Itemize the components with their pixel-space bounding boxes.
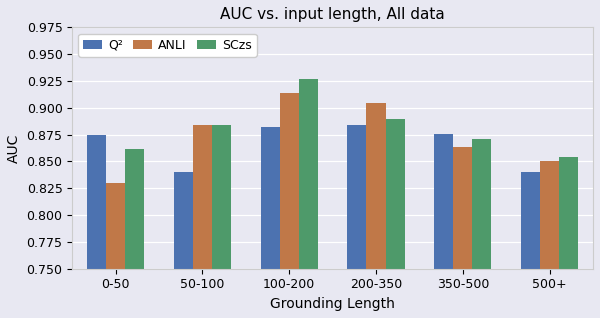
Bar	[87, 135, 106, 318]
Bar	[212, 125, 231, 318]
X-axis label: Grounding Length: Grounding Length	[270, 297, 395, 311]
Bar	[559, 157, 578, 318]
Bar	[280, 93, 299, 318]
Y-axis label: AUC: AUC	[7, 133, 21, 163]
Bar	[299, 79, 318, 318]
Bar	[125, 149, 144, 318]
Bar	[386, 119, 404, 318]
Legend: Q², ANLI, SCzs: Q², ANLI, SCzs	[79, 33, 257, 57]
Title: AUC vs. input length, All data: AUC vs. input length, All data	[220, 7, 445, 22]
Bar	[347, 125, 367, 318]
Bar	[106, 183, 125, 318]
Bar	[521, 172, 540, 318]
Bar	[453, 148, 472, 318]
Bar	[193, 125, 212, 318]
Bar	[540, 162, 559, 318]
Bar	[434, 134, 453, 318]
Bar	[367, 103, 386, 318]
Bar	[260, 127, 280, 318]
Bar	[174, 172, 193, 318]
Bar	[472, 139, 491, 318]
